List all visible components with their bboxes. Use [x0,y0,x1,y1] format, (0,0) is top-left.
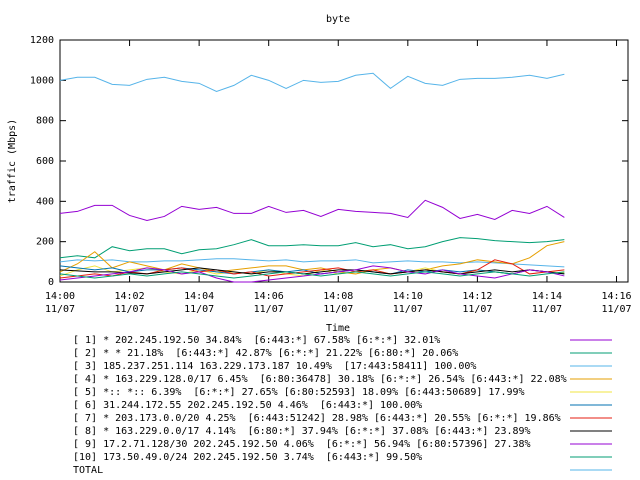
x-tick-label: 14:14 [532,291,562,302]
legend-label: [10] 173.50.49.0/24 202.245.192.50 3.74%… [73,452,422,463]
x-tick-label: 14:00 [45,291,75,302]
x-axis-label: Time [326,323,350,334]
x-tick-label: 14:08 [323,291,353,302]
y-tick-label: 600 [36,156,54,167]
legend-label: [ 7] * 203.173.0.0/20 4.25% [6:443:51242… [73,413,561,424]
legend-label: [ 5] *:: *:: 6.39% [6:*:*] 27.65% [6:80:… [73,387,525,398]
x-tick-date: 11/07 [254,304,284,315]
y-tick-label: 800 [36,116,54,127]
x-tick-date: 11/07 [45,304,75,315]
series-line [59,258,565,268]
series-line [59,241,565,275]
y-tick-label: 400 [36,196,54,207]
y-tick-label: 200 [36,237,54,248]
series-line [59,72,565,92]
x-tick-label: 14:10 [393,291,423,302]
legend-label: [ 3] 185.237.251.114 163.229.173.187 10.… [73,361,476,372]
plot-frame [59,39,629,283]
x-tick-date: 11/07 [115,304,145,315]
x-tick-label: 14:06 [254,291,284,302]
legend-label: [ 9] 17.2.71.128/30 202.245.192.50 4.06%… [73,439,531,450]
x-tick-label: 14:16 [601,291,631,302]
x-tick-label: 14:04 [184,291,214,302]
series-line [59,271,565,279]
legend-label: [ 8] * 163.229.0.0/17 4.14% [6:80:*] 37.… [73,426,531,437]
legend-label: [ 2] * * 21.18% [6:443:*] 42.87% [6:*:*]… [73,348,458,359]
x-tick-date: 11/07 [462,304,492,315]
x-tick-date: 11/07 [393,304,423,315]
y-tick-label: 1200 [30,35,54,46]
y-tick-label: 0 [48,277,54,288]
series-line [59,265,565,275]
series-line [59,199,565,222]
series-line [59,267,565,275]
y-axis-label: traffic (Mbps) [7,119,18,203]
x-tick-date: 11/07 [601,304,631,315]
x-tick-label: 14:02 [115,291,145,302]
series-line [59,237,565,259]
series-line [59,265,565,283]
x-tick-date: 11/07 [532,304,562,315]
x-tick-date: 11/07 [184,304,214,315]
legend-label: [ 4] * 163.229.128.0/17 6.45% [6:80:3647… [73,374,567,385]
y-tick-label: 1000 [30,75,54,86]
chart-title: byte [326,14,350,25]
x-tick-date: 11/07 [323,304,353,315]
legend-label: [ 1] * 202.245.192.50 34.84% [6:443:*] 6… [73,335,440,346]
x-tick-label: 14:12 [462,291,492,302]
legend-label: TOTAL [73,465,103,476]
legend-label: [ 6] 31.244.172.55 202.245.192.50 4.46% … [73,400,422,411]
